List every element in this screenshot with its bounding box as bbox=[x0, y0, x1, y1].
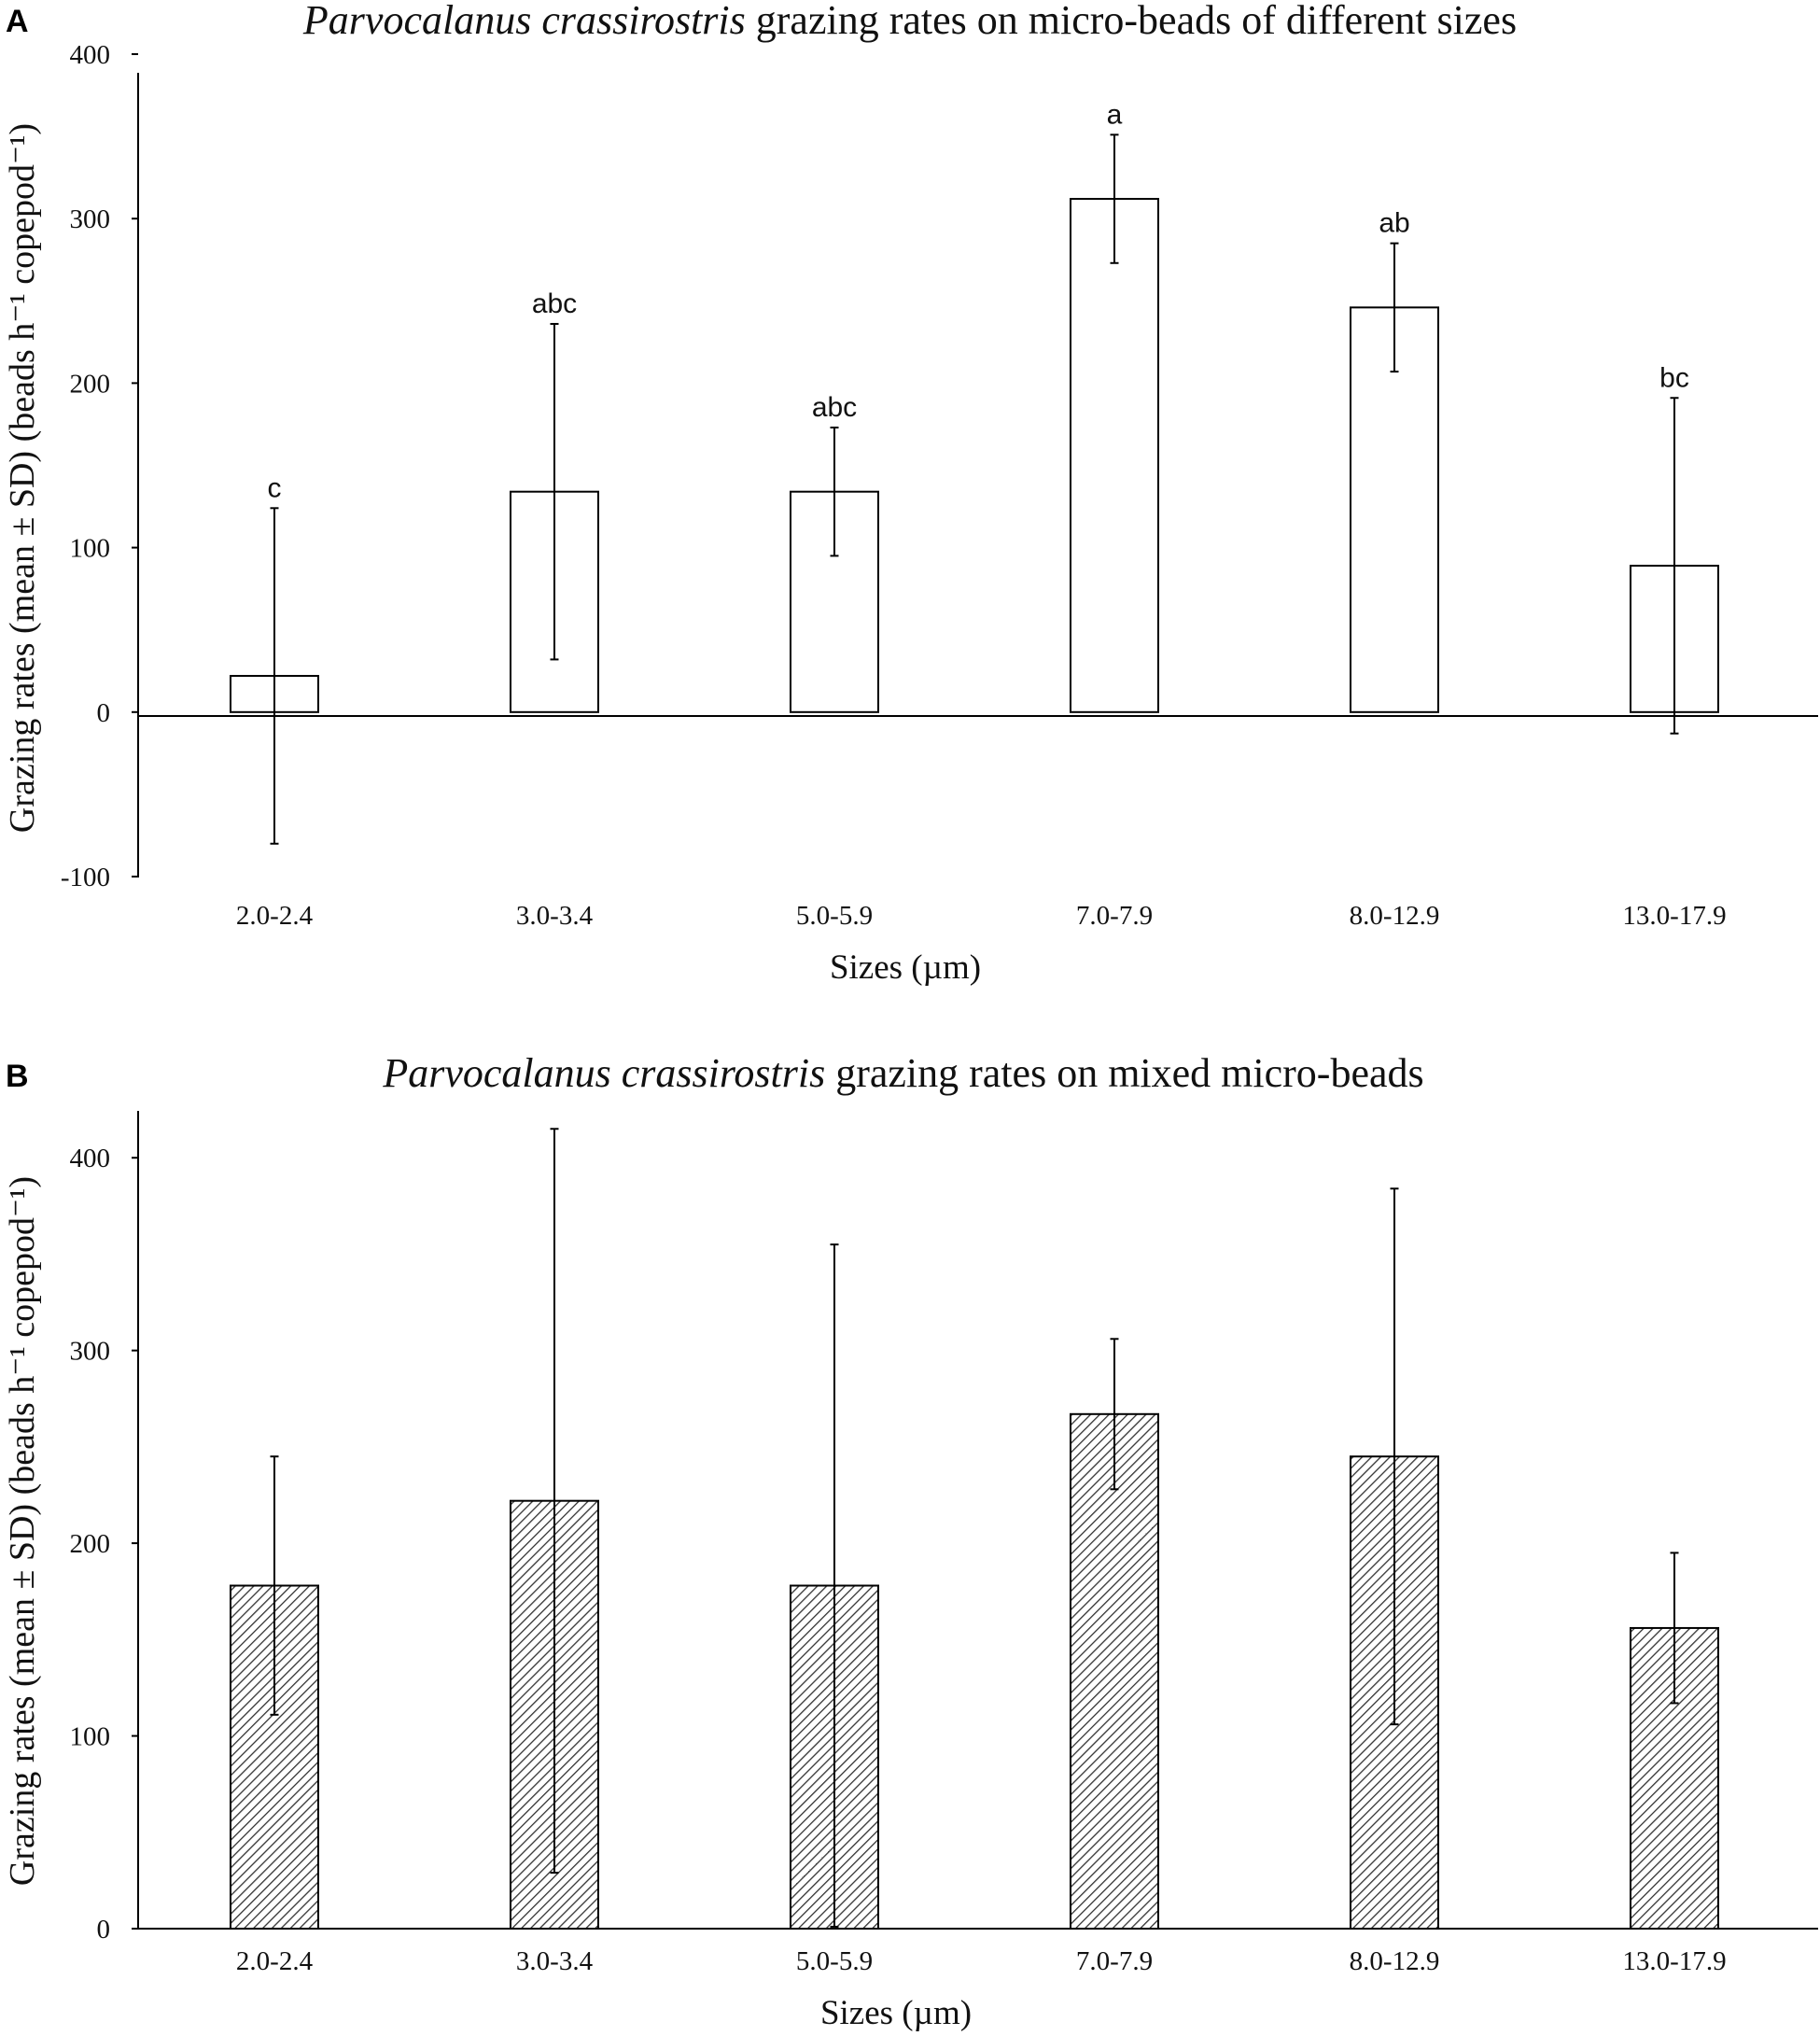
chart-b-y-tick-label: 200 bbox=[70, 1529, 111, 1559]
chart-b-bar-7.0-7.9 bbox=[1071, 1414, 1158, 1929]
chart-a-significance-label-13.0-17.9: bc bbox=[1659, 362, 1689, 393]
panel-b-label: B bbox=[6, 1059, 29, 1094]
chart-b-x-tick-label-5.0-5.9: 5.0-5.9 bbox=[796, 1946, 873, 1976]
chart-a-significance-label-8.0-12.9: ab bbox=[1379, 208, 1409, 239]
chart-a-x-axis-label: Sizes (µm) bbox=[830, 948, 981, 987]
chart-a-y-ticks: -100 0 100 200 300 400 bbox=[61, 40, 138, 892]
chart-b-title: Parvocalanus crassirostris grazing rates… bbox=[382, 1050, 1423, 1096]
chart-a-x-tick-label-13.0-17.9: 13.0-17.9 bbox=[1622, 901, 1726, 931]
chart-b-y-axis-label: Grazing rates (mean ± SD) (beads h⁻¹ cop… bbox=[3, 1176, 42, 1886]
chart-b-y-ticks: 0 100 200 300 400 bbox=[70, 1144, 139, 1945]
chart-a-significance-label-2.0-2.4: c bbox=[268, 472, 282, 503]
chart-a-title: Parvocalanus crassirostris grazing rates… bbox=[302, 0, 1517, 43]
chart-a-y-tick-label: 100 bbox=[70, 534, 111, 564]
chart-b-y-tick-label: 300 bbox=[70, 1337, 111, 1367]
chart-a-x-tick-label-7.0-7.9: 7.0-7.9 bbox=[1076, 901, 1153, 931]
chart-b-x-tick-label-13.0-17.9: 13.0-17.9 bbox=[1622, 1946, 1726, 1976]
chart-a-x-tick-labels: 2.0-2.4 3.0-3.4 5.0-5.9 7.0-7.9 8.0-12.9 13.0… bbox=[236, 901, 1727, 931]
chart-a-y-tick-label: 0 bbox=[97, 698, 111, 728]
chart-b-y-tick-label: 0 bbox=[97, 1915, 111, 1945]
chart-b-y-tick-label: 100 bbox=[70, 1722, 111, 1752]
panel-a: A Parvocalanus crassirostris grazing rat… bbox=[3, 0, 1818, 987]
chart-b-x-tick-labels: 2.0-2.4 3.0-3.4 5.0-5.9 7.0-7.9 8.0-12.9 13.0… bbox=[236, 1946, 1727, 1976]
chart-a-y-tick-label: 300 bbox=[70, 204, 111, 234]
chart-a-title-species: Parvocalanus crassirostris bbox=[302, 0, 746, 43]
chart-a-title-rest: grazing rates on micro-beads of differen… bbox=[746, 0, 1517, 43]
chart-a-x-tick-label-8.0-12.9: 8.0-12.9 bbox=[1350, 901, 1440, 931]
chart-a-significance-label-7.0-7.9: a bbox=[1107, 99, 1123, 130]
chart-b-x-tick-label-3.0-3.4: 3.0-3.4 bbox=[516, 1946, 594, 1976]
chart-a-y-tick-label: 200 bbox=[70, 369, 111, 399]
chart-b-y-tick-label: 400 bbox=[70, 1144, 111, 1173]
chart-a-bars: c abc abc a ab bc bbox=[231, 99, 1718, 843]
chart-b-x-axis-label: Sizes (µm) bbox=[820, 1994, 972, 2032]
chart-a-significance-label-5.0-5.9: abc bbox=[812, 392, 857, 423]
chart-b-x-tick-label-2.0-2.4: 2.0-2.4 bbox=[236, 1946, 314, 1976]
chart-a-y-tick-label: -100 bbox=[61, 863, 110, 892]
chart-a-bar-7.0-7.9 bbox=[1071, 199, 1158, 712]
chart-a-y-tick-label: 400 bbox=[70, 40, 111, 70]
chart-b-x-tick-label-8.0-12.9: 8.0-12.9 bbox=[1350, 1946, 1440, 1976]
chart-a-x-tick-label-3.0-3.4: 3.0-3.4 bbox=[516, 901, 594, 931]
chart-a-y-axis-label: Grazing rates (mean ± SD) (beads h⁻¹ cop… bbox=[3, 123, 42, 833]
panel-a-label: A bbox=[6, 4, 29, 39]
chart-a-significance-label-3.0-3.4: abc bbox=[532, 288, 577, 319]
chart-b-bars bbox=[231, 1129, 1718, 1929]
panel-b: B Parvocalanus crassirostris grazing rat… bbox=[3, 1050, 1818, 2032]
chart-a-x-tick-label-5.0-5.9: 5.0-5.9 bbox=[796, 901, 873, 931]
chart-b-x-tick-label-7.0-7.9: 7.0-7.9 bbox=[1076, 1946, 1153, 1976]
chart-a-x-tick-label-2.0-2.4: 2.0-2.4 bbox=[236, 901, 314, 931]
chart-b-title-rest: grazing rates on mixed micro-beads bbox=[825, 1050, 1423, 1096]
figure: A Parvocalanus crassirostris grazing rat… bbox=[0, 0, 1820, 2036]
chart-b-title-species: Parvocalanus crassirostris bbox=[382, 1050, 825, 1096]
